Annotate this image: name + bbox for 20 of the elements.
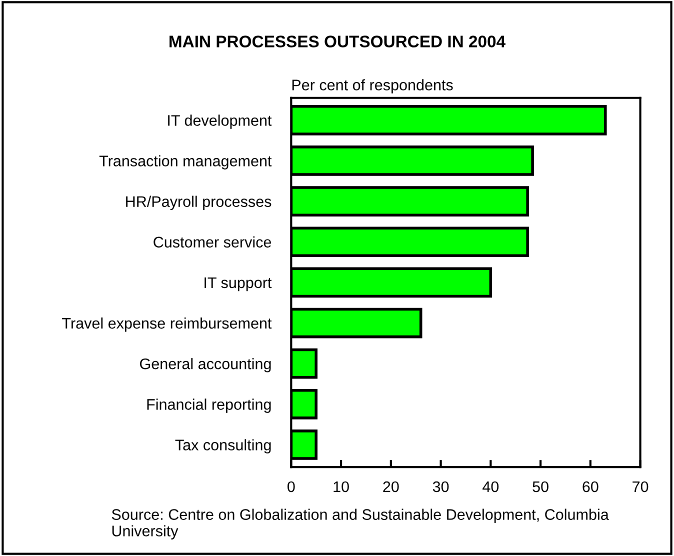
y-tick-label: Tax consulting: [175, 439, 271, 454]
x-tick-label: 0: [288, 481, 295, 492]
y-tick-label: HR/Payroll processes: [126, 196, 272, 210]
x-tick-label: 50: [532, 481, 548, 492]
chart-subtitle: Per cent of respondents: [292, 79, 453, 94]
x-tick-label: 70: [632, 481, 648, 492]
y-tick-label: IT support: [204, 277, 272, 292]
x-tick-label: 10: [334, 481, 349, 492]
x-tick-label: 20: [383, 481, 399, 492]
y-tick-label: Travel expense reimbursement: [62, 317, 272, 332]
y-tick-label: Financial reporting: [147, 398, 271, 413]
y-tick-label: Transaction management: [99, 155, 272, 170]
x-tick-label: 40: [482, 481, 499, 492]
x-tick-label: 60: [582, 481, 598, 492]
y-tick-label: IT development: [168, 114, 272, 129]
x-tick-label: 30: [432, 481, 449, 492]
y-tick-label: General accounting: [140, 358, 271, 372]
chart-title: MAIN PROCESSES OUTSOURCED IN 2004: [170, 36, 506, 48]
y-tick-label: Customer service: [154, 236, 272, 248]
source-note: Source: Centre on Globalization and Sustainable Development, Columbia University: [112, 508, 609, 540]
